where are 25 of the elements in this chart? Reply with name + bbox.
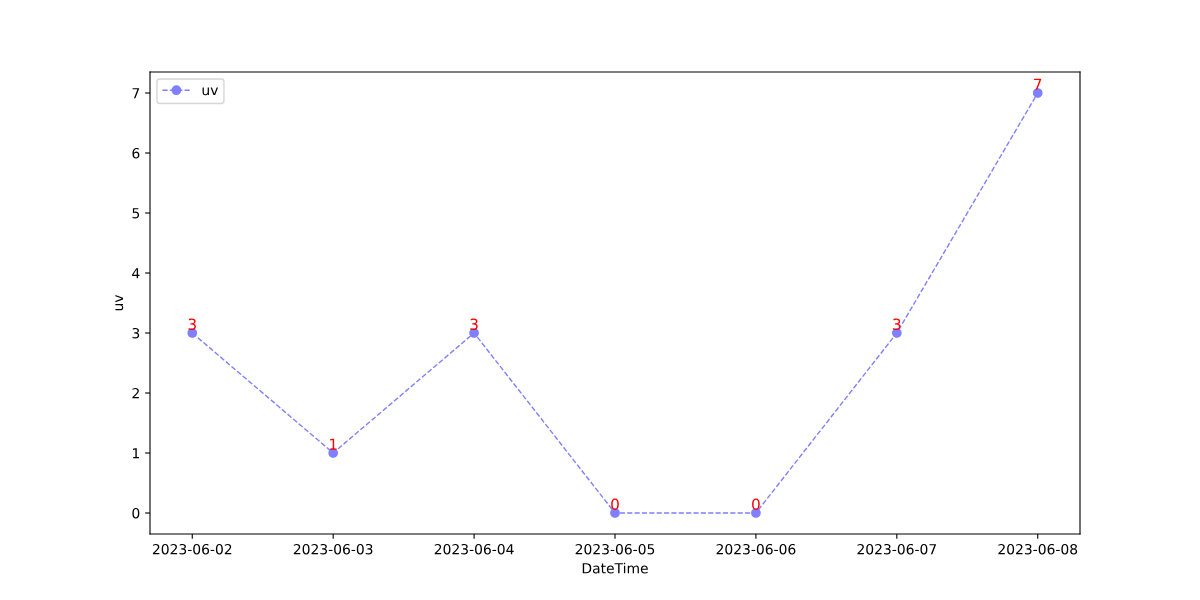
y-axis-title: uv — [115, 294, 124, 311]
data-label: 3 — [893, 318, 901, 331]
y-tick-label: 0 — [132, 507, 140, 519]
x-tick-label: 2023-06-07 — [857, 543, 936, 555]
x-tick-label: 2023-06-04 — [434, 543, 514, 555]
data-label: 3 — [188, 318, 196, 331]
y-tick-label: 4 — [132, 268, 140, 279]
data-label: 0 — [752, 498, 760, 511]
x-tick-label: 2023-06-06 — [716, 543, 796, 555]
x-tick-label: 2023-06-05 — [575, 543, 655, 555]
y-tick-label: 6 — [132, 147, 140, 159]
x-tick-label: 2023-06-08 — [998, 543, 1078, 555]
y-tick-label: 3 — [132, 327, 140, 339]
data-label: 3 — [470, 318, 478, 331]
data-label: 0 — [611, 498, 619, 511]
data-label: 7 — [1034, 78, 1042, 90]
legend-label: uv — [202, 87, 218, 96]
x-tick-label: 2023-06-02 — [152, 543, 232, 555]
y-tick-label: 7 — [132, 88, 140, 99]
data-label: 1 — [330, 438, 337, 450]
y-tick-label: 1 — [132, 448, 139, 459]
y-tick-label: 5 — [132, 208, 140, 219]
x-axis-title: DateTime — [582, 562, 648, 574]
x-tick-label: 2023-06-03 — [293, 543, 373, 555]
y-tick-label: 2 — [132, 387, 139, 399]
